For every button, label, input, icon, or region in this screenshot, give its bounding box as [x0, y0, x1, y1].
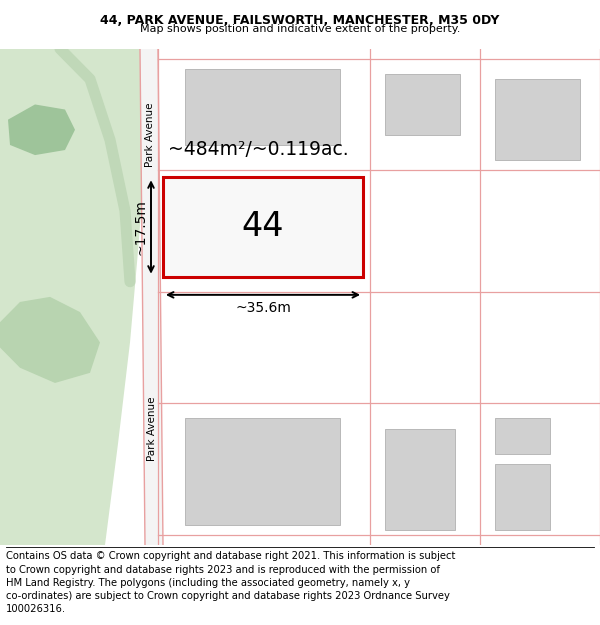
- Bar: [185, 418, 340, 525]
- Polygon shape: [140, 49, 163, 545]
- Bar: [385, 74, 460, 135]
- Bar: [185, 69, 340, 145]
- Bar: [385, 429, 455, 530]
- Text: Park Avenue: Park Avenue: [145, 102, 155, 167]
- Bar: [495, 464, 550, 530]
- Polygon shape: [8, 104, 75, 155]
- Text: 44: 44: [242, 211, 284, 244]
- Text: ~35.6m: ~35.6m: [235, 301, 291, 315]
- Text: Map shows position and indicative extent of the property.: Map shows position and indicative extent…: [140, 24, 460, 34]
- Bar: [195, 186, 300, 246]
- Text: 44, PARK AVENUE, FAILSWORTH, MANCHESTER, M35 0DY: 44, PARK AVENUE, FAILSWORTH, MANCHESTER,…: [100, 14, 500, 27]
- Text: Contains OS data © Crown copyright and database right 2021. This information is : Contains OS data © Crown copyright and d…: [6, 551, 455, 614]
- Bar: [495, 418, 550, 454]
- Polygon shape: [0, 49, 148, 545]
- Text: Park Avenue: Park Avenue: [147, 396, 157, 461]
- Bar: [495, 79, 580, 160]
- Text: ~17.5m: ~17.5m: [133, 199, 147, 255]
- Bar: [163, 177, 363, 277]
- Polygon shape: [0, 297, 100, 383]
- Text: ~484m²/~0.119ac.: ~484m²/~0.119ac.: [168, 139, 349, 159]
